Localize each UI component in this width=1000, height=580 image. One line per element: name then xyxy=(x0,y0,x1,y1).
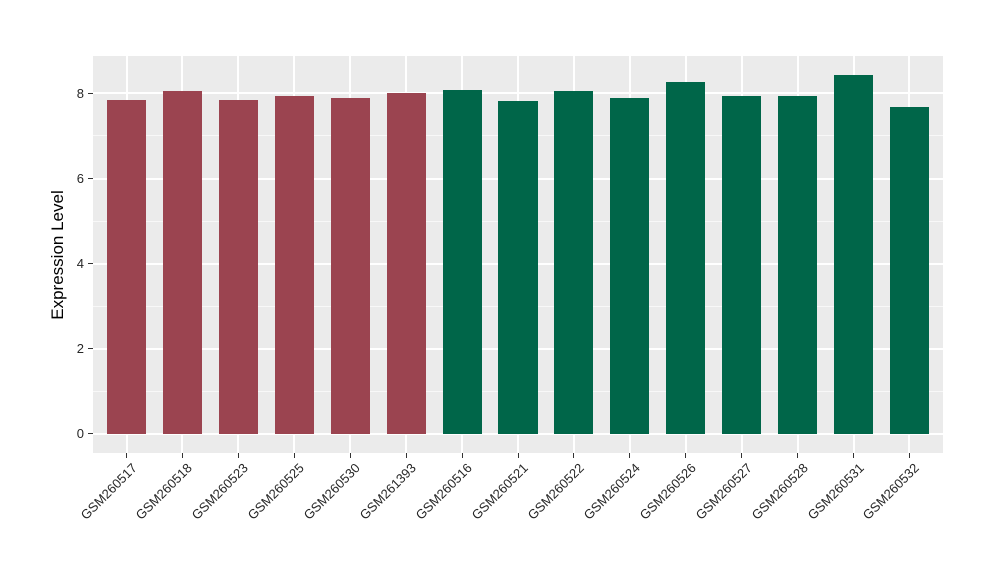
x-tick-GSM260522 xyxy=(573,453,575,458)
y-tick-label-8: 8 xyxy=(76,85,84,101)
bar-GSM260528 xyxy=(778,95,818,434)
x-tick-label-GSM260516: GSM260516 xyxy=(412,460,475,523)
bar-GSM260531 xyxy=(833,75,874,434)
x-tick-label-GSM260524: GSM260524 xyxy=(580,460,643,523)
x-tick-GSM260523 xyxy=(237,453,239,458)
x-tick-label-GSM260526: GSM260526 xyxy=(636,460,699,523)
bar-GSM260524 xyxy=(610,97,650,434)
x-tick-label-GSM260531: GSM260531 xyxy=(804,460,867,523)
y-axis-title: Expression Level xyxy=(48,189,67,320)
x-tick-GSM260524 xyxy=(629,453,631,458)
bar-GSM260527 xyxy=(722,95,762,434)
x-tick-GSM261393 xyxy=(405,453,407,458)
bar-GSM260523 xyxy=(218,100,258,434)
x-tick-label-GSM260521: GSM260521 xyxy=(468,460,531,523)
y-tick-label-4: 4 xyxy=(76,256,84,272)
x-tick-label-GSM260532: GSM260532 xyxy=(860,460,923,523)
x-tick-label-GSM260530: GSM260530 xyxy=(300,460,364,523)
y-tick-2 xyxy=(88,348,93,350)
x-tick-GSM260530 xyxy=(349,453,351,458)
x-tick-label-GSM260522: GSM260522 xyxy=(524,460,587,523)
bar-GSM260525 xyxy=(274,95,314,434)
x-tick-GSM260516 xyxy=(461,453,463,458)
y-tick-label-2: 2 xyxy=(76,341,84,357)
x-tick-GSM260517 xyxy=(126,453,128,458)
y-tick-label-0: 0 xyxy=(76,426,84,442)
x-tick-label-GSM261393: GSM261393 xyxy=(356,460,420,523)
bar-GSM261393 xyxy=(386,93,426,434)
y-tick-6 xyxy=(88,178,93,180)
y-tick-0 xyxy=(88,433,93,435)
x-tick-GSM260527 xyxy=(741,453,743,458)
y-tick-8 xyxy=(88,92,93,94)
x-tick-GSM260528 xyxy=(797,453,799,458)
x-tick-GSM260531 xyxy=(853,453,855,458)
x-tick-label-GSM260525: GSM260525 xyxy=(245,460,308,523)
bar-GSM260526 xyxy=(666,82,706,434)
y-tick-4 xyxy=(88,263,93,265)
bar-GSM260522 xyxy=(554,91,594,434)
x-tick-GSM260532 xyxy=(908,453,910,458)
x-tick-label-GSM260528: GSM260528 xyxy=(748,460,811,523)
bar-GSM260521 xyxy=(498,101,538,434)
plot-panel xyxy=(93,56,943,453)
x-tick-GSM260525 xyxy=(293,453,295,458)
x-tick-GSM260526 xyxy=(685,453,687,458)
x-tick-label-GSM260527: GSM260527 xyxy=(692,460,755,523)
x-tick-GSM260521 xyxy=(517,453,519,458)
x-tick-label-GSM260518: GSM260518 xyxy=(133,460,196,523)
y-tick-label-6: 6 xyxy=(76,171,84,187)
bar-GSM260532 xyxy=(889,106,930,434)
x-tick-label-GSM260517: GSM260517 xyxy=(77,460,140,523)
x-tick-label-GSM260523: GSM260523 xyxy=(189,460,252,523)
x-tick-GSM260518 xyxy=(181,453,183,458)
bar-GSM260517 xyxy=(106,100,147,434)
bar-GSM260518 xyxy=(162,91,203,434)
bar-GSM260516 xyxy=(442,90,482,434)
bar-GSM260530 xyxy=(330,98,370,434)
